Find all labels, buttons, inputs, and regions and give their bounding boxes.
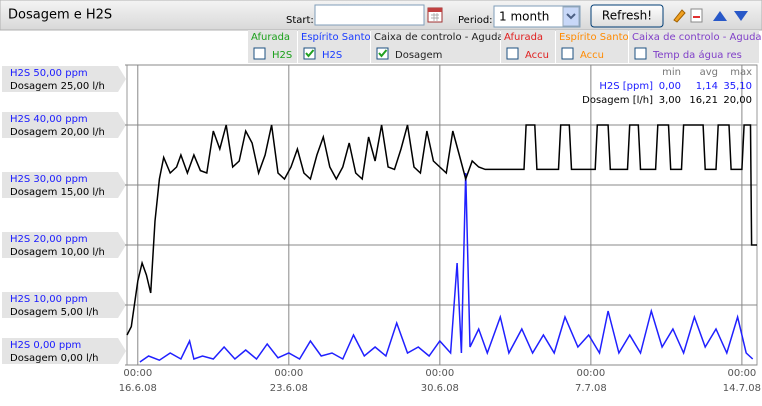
period-label: Period:	[458, 15, 493, 26]
y2-tick-label: Dosagem 5,00 l/h	[10, 307, 99, 318]
select-arrow-glyph	[566, 13, 576, 20]
axis-tag	[2, 112, 126, 138]
start-input[interactable]	[314, 4, 425, 26]
period-value: 1 month	[499, 10, 549, 24]
channel-cell	[371, 30, 500, 63]
period-select[interactable]	[493, 5, 581, 28]
channel-row: Afurada H2S Espírito Santo H2S Caixa de cont…	[248, 30, 762, 63]
series-line	[126, 124, 757, 336]
x-tick-time: 00:00	[727, 368, 756, 379]
x-tick-time: 00:00	[274, 368, 303, 379]
y2-tick-label: Dosagem 25,00 l/h	[10, 81, 105, 92]
check-mark	[305, 49, 315, 58]
plot-area	[126, 64, 758, 366]
edit-icon[interactable]	[673, 9, 686, 23]
stats-value: 20,00	[723, 95, 752, 106]
channel-site: Afurada	[251, 32, 290, 43]
y-tick-label: H2S 20,00 ppm	[10, 234, 88, 245]
stats-value: 16,21	[689, 95, 718, 106]
y-tick-label: H2S 10,00 ppm	[10, 294, 88, 305]
channel-checkbox[interactable]	[253, 47, 266, 60]
check-mark	[378, 49, 388, 58]
refresh-button[interactable]	[590, 4, 664, 28]
y2-tick-label: Dosagem 0,00 l/h	[10, 353, 99, 364]
channel-site: Espírito Santo	[301, 31, 371, 43]
series-line	[139, 172, 754, 363]
stats-name: Dosagem [l/h]	[582, 95, 653, 106]
axis-tag	[2, 172, 126, 198]
calendar-icon[interactable]	[427, 7, 443, 23]
channel-label[interactable]: H2S	[322, 50, 342, 61]
channel-label[interactable]: Temp da água res	[652, 49, 742, 61]
stats-value: 35,10	[723, 81, 752, 92]
x-tick-label: 30.6.08	[421, 383, 459, 394]
stats-header: min	[662, 67, 681, 78]
stats-value: 3,00	[659, 95, 681, 106]
axis-tag	[2, 232, 126, 258]
channel-cell	[629, 30, 759, 63]
x-tick-label: 16.6.08	[119, 383, 157, 394]
x-tick-label: 14.7.08	[723, 383, 761, 394]
channel-label[interactable]: H2S	[272, 50, 292, 61]
y-tick-label: H2S 0,00 ppm	[10, 340, 81, 351]
channel-site: Espírito Santo	[559, 31, 629, 43]
page-title: Dosagem e H2S	[8, 8, 112, 23]
stats-name: H2S [ppm]	[599, 81, 653, 92]
move-down[interactable]	[734, 11, 748, 21]
channel-label[interactable]: Accu	[580, 50, 604, 61]
x-tick-label: 7.7.08	[575, 383, 607, 394]
y2-tick-label: Dosagem 20,00 l/h	[10, 127, 105, 138]
channel-checkbox[interactable]	[506, 47, 519, 60]
start-label: Start:	[286, 15, 314, 26]
move-up[interactable]	[713, 11, 727, 21]
channel-site: Caixa de controlo - Aguda	[374, 32, 504, 43]
x-tick-label: 23.6.08	[270, 383, 308, 394]
x-tick-time: 00:00	[425, 368, 454, 379]
stats-header: max	[730, 67, 752, 78]
select-arrow[interactable]	[562, 6, 580, 27]
x-tick-time: 00:00	[576, 368, 605, 379]
stats-value: 1,14	[696, 81, 718, 92]
y2-tick-label: Dosagem 10,00 l/h	[10, 247, 105, 258]
y-tick-label: H2S 30,00 ppm	[10, 174, 88, 185]
channel-checkbox[interactable]	[634, 47, 647, 60]
stats-header: avg	[700, 67, 718, 78]
channel-site: Afurada	[504, 32, 543, 43]
axis-tag	[2, 292, 126, 318]
delete-icon[interactable]	[690, 8, 703, 23]
y-tick-label: H2S 40,00 ppm	[10, 114, 88, 125]
channel-label[interactable]: Dosagem	[395, 50, 442, 61]
channel-site: Caixa de controlo - Aguda	[632, 32, 762, 43]
y2-tick-label: Dosagem 15,00 l/h	[10, 187, 105, 198]
axis-tag	[2, 66, 126, 92]
x-tick-time: 00:00	[123, 368, 152, 379]
channel-label[interactable]: Accu	[525, 50, 549, 61]
channel-checkbox[interactable]	[561, 47, 574, 60]
chart: H2S 50,00 ppm H2S 40,00 ppm H2S 30,00 ppm H…	[2, 64, 761, 394]
y-tick-label: H2S 50,00 ppm	[10, 68, 88, 79]
refresh-label: Refresh!	[602, 9, 652, 23]
stats-value: 0,00	[659, 81, 681, 92]
axis-tag	[2, 338, 126, 364]
